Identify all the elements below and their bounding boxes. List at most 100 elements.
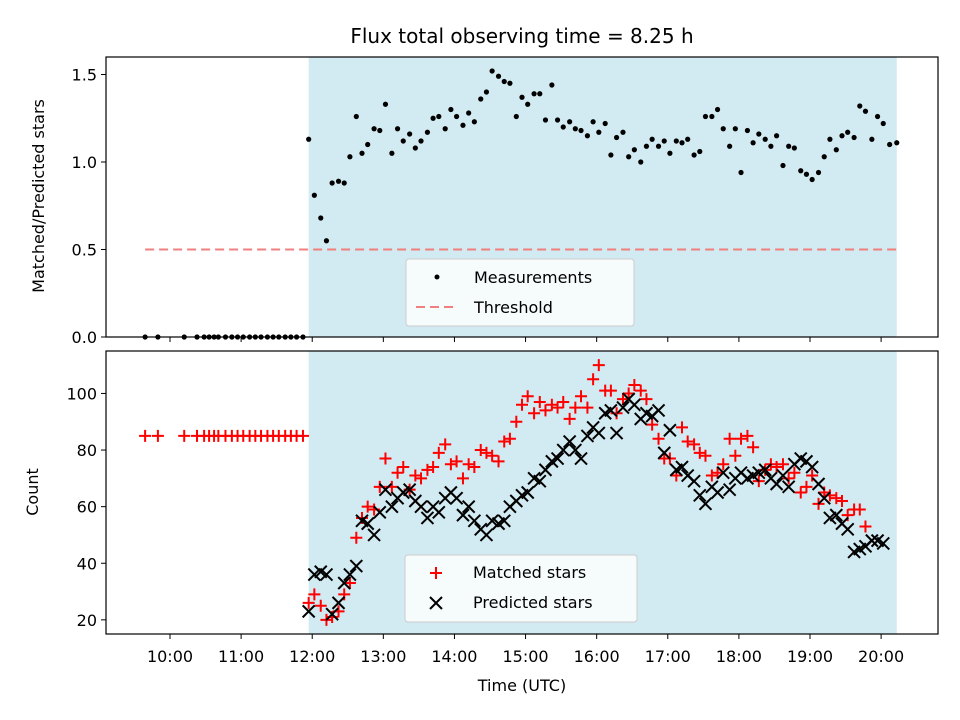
predicted-star-point <box>609 426 624 440</box>
measurement-point <box>519 94 525 100</box>
measurement-point <box>341 180 347 186</box>
measurement-point <box>353 113 359 120</box>
predicted-star-point <box>592 426 606 440</box>
top-panel: 0.0 0.5 1.0 1.5 Matched/Predicted stars Mea… <box>29 56 939 347</box>
predicted-star-point <box>367 528 381 542</box>
predicted-star-point <box>331 596 346 610</box>
measurement-point <box>833 147 839 153</box>
measurement-point <box>738 169 744 176</box>
matched-star-point <box>705 469 718 482</box>
matched-star-point <box>462 458 475 471</box>
x-tick-label: 12:00 <box>289 647 335 666</box>
matched-star-point <box>640 393 653 406</box>
predicted-star-point <box>562 434 577 449</box>
legend-threshold-label: Threshold <box>473 298 553 317</box>
matched-star-point <box>788 466 801 479</box>
measurement-point <box>478 96 484 102</box>
x-tick-label: 14:00 <box>431 647 477 666</box>
measurement-point <box>762 136 768 142</box>
measurement-point <box>448 106 454 113</box>
x-tick-label: 16:00 <box>574 647 620 666</box>
matched-star-point <box>604 384 617 397</box>
measurement-point <box>554 117 561 123</box>
matched-star-point <box>350 531 363 544</box>
measurement-point <box>756 131 762 137</box>
matched-star-point <box>361 500 374 513</box>
measurement-point <box>780 162 786 169</box>
predicted-star-point <box>461 499 476 514</box>
matched-star-point <box>545 398 558 411</box>
predicted-star-point <box>325 607 339 621</box>
measurement-point <box>803 171 810 177</box>
predicted-star-point <box>402 482 417 497</box>
measurement-point <box>335 178 342 184</box>
measurement-point <box>507 80 513 86</box>
predicted-star-point <box>467 514 482 528</box>
matched-star-point <box>747 441 760 454</box>
measurement-point <box>685 136 691 142</box>
measurement-point <box>702 113 709 120</box>
x-axis-label: Time (UTC) <box>477 676 566 695</box>
measurement-point <box>768 143 774 149</box>
bottom-ytick-label: 20 <box>77 611 97 630</box>
measurement-point <box>460 122 466 128</box>
predicted-star-point <box>319 567 334 582</box>
bottom-y-axis-label: Count <box>23 468 42 516</box>
measurement-point <box>436 113 442 120</box>
predicted-star-point <box>432 505 446 520</box>
x-tick-label: 15:00 <box>503 647 549 666</box>
measurement-point <box>531 91 537 97</box>
measurement-point <box>578 127 584 134</box>
matched-star-point <box>468 461 481 474</box>
matched-star-point <box>622 387 635 400</box>
measurement-point <box>542 117 549 123</box>
measurement-point <box>471 119 477 125</box>
predicted-star-point <box>657 446 671 460</box>
measurement-point <box>709 113 715 120</box>
matched-star-point <box>379 452 392 465</box>
predicted-star-point <box>378 482 393 497</box>
matched-star-point <box>539 404 552 417</box>
matched-star-point <box>528 407 541 420</box>
matched-star-point <box>693 446 706 459</box>
matched-star-point <box>741 429 754 442</box>
predicted-star-point <box>817 491 831 505</box>
measurement-point <box>720 126 726 132</box>
predicted-star-point <box>616 400 630 415</box>
predicted-star-point <box>533 474 547 488</box>
predicted-star-point <box>373 505 387 520</box>
matched-star-point <box>551 401 564 414</box>
predicted-stars-series <box>303 393 890 621</box>
x-tick-label: 19:00 <box>787 647 833 666</box>
measurement-point <box>596 129 602 135</box>
measurement-point <box>714 106 721 113</box>
predicted-star-point <box>349 559 364 573</box>
matched-star-point <box>830 492 843 505</box>
measurement-point <box>638 159 644 165</box>
predicted-star-point <box>781 480 796 494</box>
measurement-point <box>643 143 650 149</box>
measurement-point <box>620 129 626 135</box>
measurement-point <box>453 113 460 120</box>
predicted-star-point <box>840 522 855 536</box>
predicted-star-point <box>876 536 890 551</box>
matched-star-point <box>688 438 701 451</box>
chart-title: Flux total observing time = 8.25 h <box>350 24 693 48</box>
matched-star-point <box>699 449 712 462</box>
bottom-legend-box <box>404 554 638 623</box>
legend-predicted-marker <box>429 596 443 610</box>
matched-star-point <box>628 378 641 391</box>
measurement-point <box>791 145 797 151</box>
measurement-point <box>845 129 851 135</box>
top-ytick-label: 0.5 <box>72 241 97 260</box>
predicted-star-point <box>360 516 375 531</box>
predicted-star-point <box>604 403 618 418</box>
x-tick-label: 11:00 <box>218 647 264 666</box>
measurement-point <box>483 89 490 95</box>
predicted-star-point <box>651 403 666 418</box>
matched-star-point <box>794 486 807 499</box>
predicted-star-point <box>449 491 464 505</box>
measurement-point <box>880 120 886 127</box>
matched-star-point <box>729 449 742 462</box>
predicted-star-point <box>722 482 737 497</box>
